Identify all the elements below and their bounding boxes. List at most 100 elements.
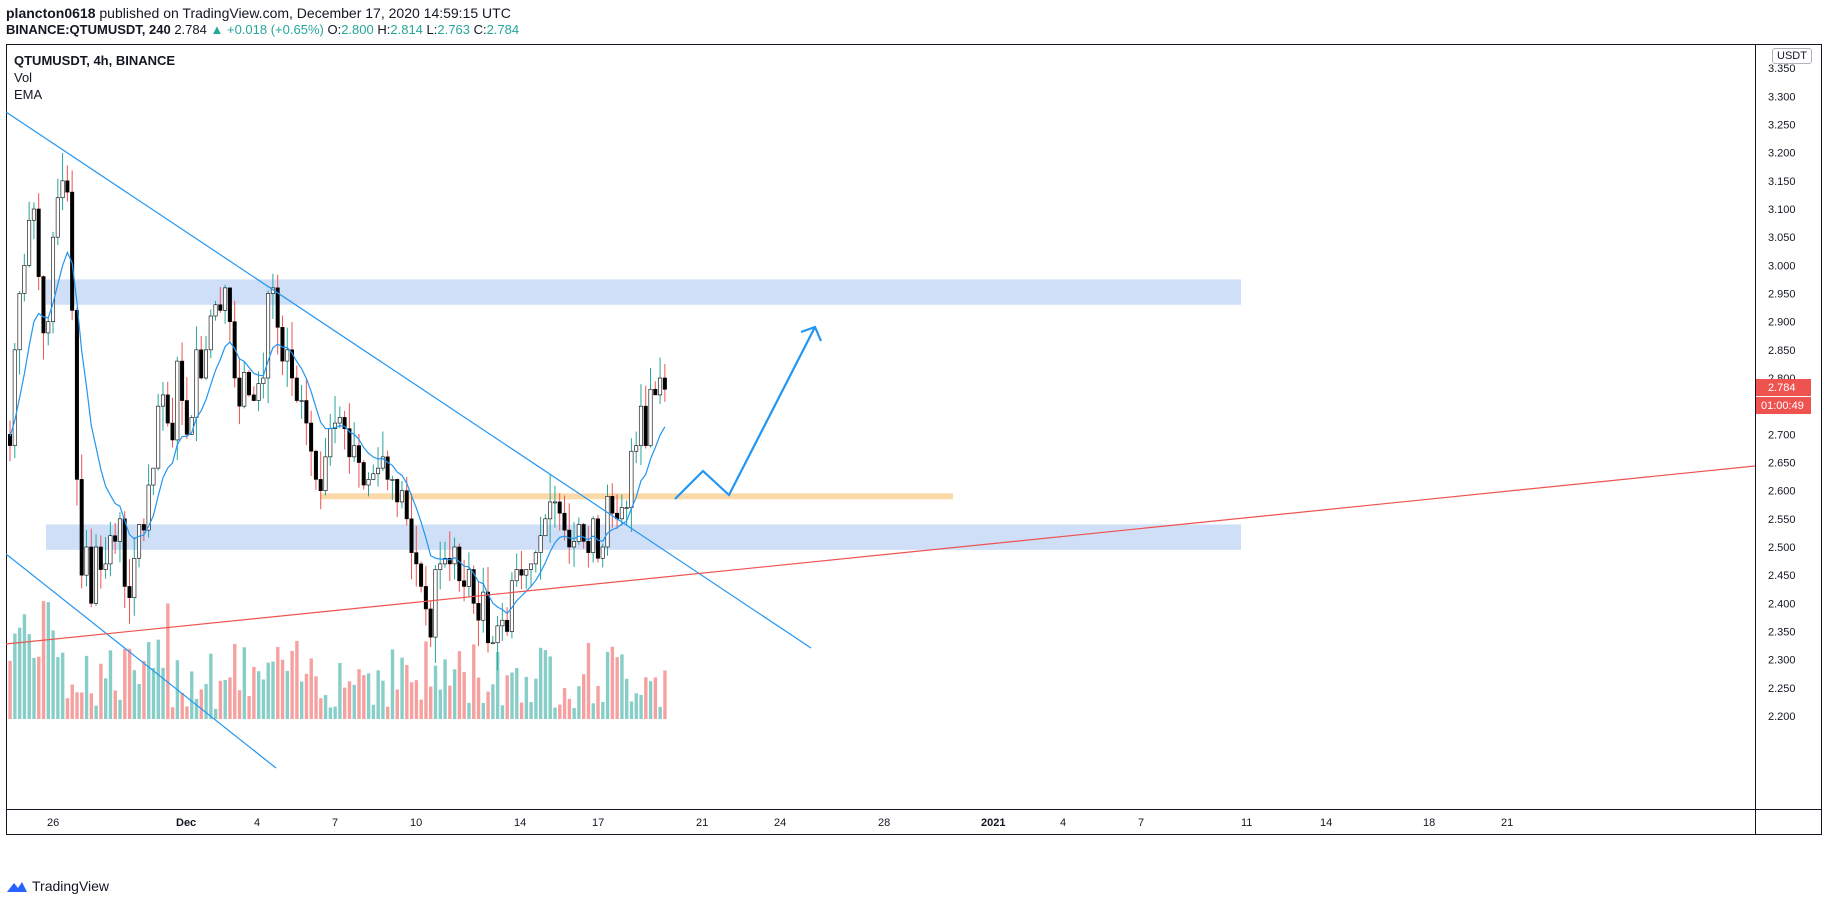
volume-bar: [199, 689, 203, 719]
time-tick-label: 24: [774, 817, 786, 829]
candle-body: [60, 180, 65, 199]
volume-bar: [271, 661, 275, 719]
candle-body: [137, 524, 142, 559]
candle-body: [323, 456, 328, 491]
volume-bar: [156, 639, 160, 719]
candle-body: [361, 462, 366, 486]
volume-bar: [625, 678, 629, 719]
candle-body: [462, 580, 467, 587]
volume-bar: [233, 643, 237, 719]
price-change: +0.018 (+0.65%): [226, 22, 324, 37]
currency-tag[interactable]: USDT: [1772, 48, 1812, 64]
candle-body: [199, 349, 204, 379]
price-tick-label: 2.650: [1768, 458, 1796, 470]
volume-bar: [237, 690, 242, 719]
candle-body: [27, 219, 32, 266]
volume-bar: [161, 667, 165, 719]
volume-bar: [56, 657, 60, 719]
volume-bar: [601, 701, 605, 719]
volume-bar: [137, 683, 141, 719]
candle-body: [438, 563, 443, 570]
volume-bar: [495, 651, 500, 719]
volume-bar: [8, 660, 12, 719]
candle-body: [572, 541, 577, 548]
volume-bar: [510, 672, 514, 719]
price-tick-label: 2.550: [1768, 514, 1796, 526]
volume-bar: [13, 633, 17, 719]
candle-body: [294, 377, 299, 401]
volume-bar: [89, 693, 94, 719]
candle-body: [313, 450, 318, 480]
time-tick-label: 21: [1501, 817, 1513, 829]
time-tick-label: 14: [1320, 817, 1332, 829]
candle-body: [41, 276, 46, 334]
candle-body: [552, 501, 557, 504]
candle-body: [610, 495, 615, 514]
candle-body: [79, 479, 84, 576]
candle-body: [634, 445, 639, 452]
candle-body: [22, 265, 27, 294]
candle-body: [275, 287, 280, 328]
volume-bar: [357, 669, 361, 719]
volume-bar: [362, 675, 366, 719]
candle-body: [141, 524, 146, 531]
candle-body: [94, 546, 99, 604]
volume-bar: [558, 704, 562, 719]
price-tick-label: 2.600: [1768, 486, 1796, 498]
candle-body: [423, 586, 428, 610]
candle-body: [285, 349, 290, 362]
price-tick-label: 2.850: [1768, 345, 1796, 357]
candle-body: [466, 569, 471, 587]
volume-bar: [472, 644, 476, 719]
last-price: 2.784: [174, 22, 207, 37]
candle-body: [74, 310, 79, 480]
legend-ema[interactable]: EMA: [14, 87, 43, 102]
legend-title[interactable]: QTUMUSDT, 4h, BINANCE: [14, 53, 176, 68]
candle-body: [256, 383, 261, 401]
low-label: L:: [426, 22, 438, 37]
price-tick-label: 3.100: [1768, 204, 1796, 216]
volume-bar: [252, 666, 256, 719]
candle-body: [419, 563, 424, 587]
chart-canvas[interactable]: 3.350 3.300 3.250 3.200 3.150 3.100 3.050 3.000…: [6, 44, 1822, 868]
volume-bar: [376, 670, 380, 719]
author-name[interactable]: plancton0618: [6, 5, 96, 21]
volume-bar: [338, 662, 342, 719]
chart-border: [6, 44, 1822, 835]
time-tick-label: 7: [332, 817, 338, 829]
volume-bar: [572, 708, 576, 719]
volume-bar: [615, 657, 619, 719]
volume-bar: [94, 705, 98, 719]
candle-body: [108, 535, 113, 565]
candle-body: [304, 400, 309, 424]
time-tick-label: 4: [254, 817, 260, 829]
volume-bar: [127, 648, 132, 719]
candle-body: [457, 546, 462, 582]
chart-area[interactable]: 3.350 3.300 3.250 3.200 3.150 3.100 3.050 3.000…: [6, 44, 1822, 868]
volume-bar: [534, 678, 538, 719]
candle-body: [638, 405, 643, 446]
volume-bar: [457, 651, 462, 719]
candle-body: [404, 490, 409, 520]
volume-bar: [438, 689, 442, 719]
candle-body: [347, 428, 352, 458]
high-value: 2.814: [390, 22, 423, 37]
volume-bar: [500, 705, 505, 719]
volume-bar: [276, 646, 280, 719]
volume-bar: [84, 655, 89, 719]
volume-bar: [610, 646, 615, 719]
chart-legend: QTUMUSDT, 4h, BINANCE Vol EMA: [14, 52, 175, 103]
candle-body: [356, 445, 361, 463]
legend-vol[interactable]: Vol: [14, 70, 33, 85]
price-tick-label: 2.700: [1768, 429, 1796, 441]
tradingview-brand[interactable]: TradingView: [6, 878, 109, 894]
volume-bar: [295, 640, 299, 719]
volume-bar: [553, 707, 557, 719]
time-tick-label: 26: [47, 817, 59, 829]
volume-bar: [170, 707, 175, 719]
candle-body: [514, 569, 519, 582]
close-label: C:: [473, 22, 487, 37]
candle-body: [160, 394, 165, 407]
volume-bar: [328, 707, 333, 719]
tradingview-logo-icon: [7, 882, 27, 892]
